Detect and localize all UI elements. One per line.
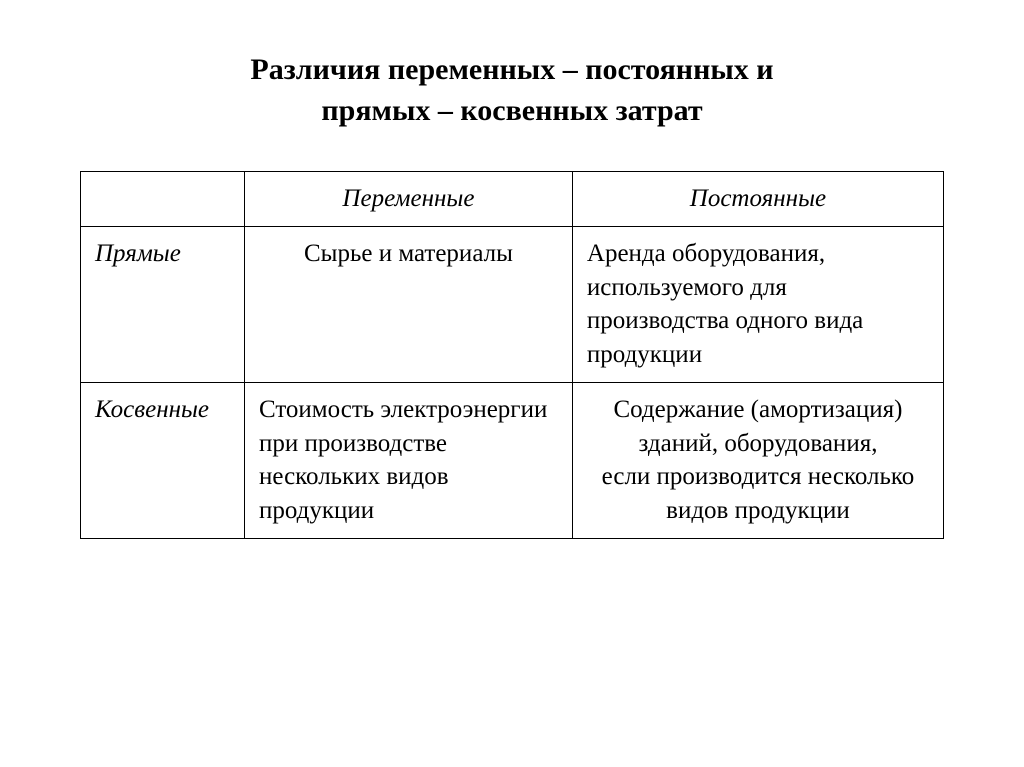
title-line-2: прямых – косвенных затрат: [321, 94, 702, 127]
table-row: Прямые Сырье и материалы Аренда оборудов…: [81, 226, 944, 382]
header-blank: [81, 172, 245, 227]
cell-direct-variable: Сырье и материалы: [244, 226, 572, 382]
cell-direct-constant: Аренда оборудования, используемого для п…: [572, 226, 943, 382]
title-line-1: Различия переменных – постоянных и: [250, 53, 773, 86]
rowlabel-direct: Прямые: [81, 226, 245, 382]
costs-table: Переменные Постоянные Прямые Сырье и мат…: [80, 171, 944, 539]
rowlabel-indirect: Косвенные: [81, 382, 245, 538]
cell-indirect-constant: Содержание (амортизация) зданий, оборудо…: [572, 382, 943, 538]
header-constant: Постоянные: [572, 172, 943, 227]
header-variable: Переменные: [244, 172, 572, 227]
page-title: Различия переменных – постоянных и прямы…: [80, 50, 944, 131]
table-row: Косвенные Стоимость электроэнергии при п…: [81, 382, 944, 538]
table-header-row: Переменные Постоянные: [81, 172, 944, 227]
cell-indirect-variable: Стоимость электроэнергии при производств…: [244, 382, 572, 538]
